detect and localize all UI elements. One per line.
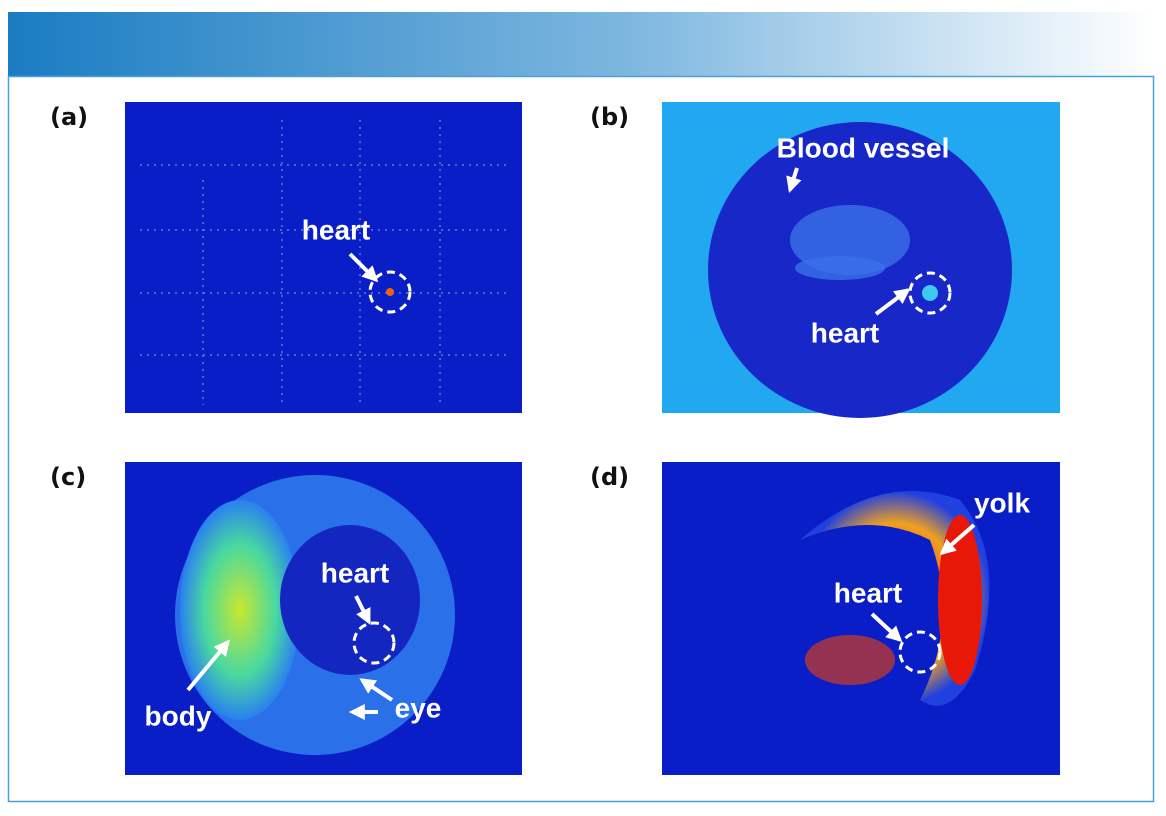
frame (7, 75, 1155, 803)
panel-label: (d) (590, 463, 629, 491)
panel-label: (c) (50, 463, 86, 491)
annotation: heart (811, 317, 879, 348)
heart-circle (908, 271, 952, 315)
heart-circle (352, 621, 396, 665)
heart-circle (898, 630, 942, 674)
vessels (795, 256, 885, 280)
annotation: body (145, 700, 212, 731)
annotation: Blood vessel (777, 132, 950, 163)
heart-circle (368, 270, 412, 314)
annotation: heart (321, 557, 389, 588)
spots (805, 635, 895, 685)
arrow (870, 612, 903, 643)
yolk-core (938, 515, 982, 685)
arrow (354, 595, 371, 625)
arrow (786, 167, 802, 194)
panel-a: (a) heart (50, 102, 522, 413)
center (280, 525, 420, 675)
panel-c: (c) heart body eye (50, 462, 522, 775)
panel-label: (a) (50, 103, 88, 131)
arrow (359, 678, 394, 702)
panel-d: (d) yolk heart (590, 462, 1060, 775)
grid-pattern (140, 120, 510, 405)
heart-spot (922, 285, 938, 301)
panel-b: (b) Blood vessel heart (590, 102, 1060, 418)
annotation: heart (834, 577, 902, 608)
image (125, 102, 522, 413)
annotation: heart (302, 214, 370, 245)
annotation: yolk (974, 487, 1030, 518)
panel-label: (b) (590, 103, 629, 131)
annotation: eye (395, 692, 442, 723)
arrow (939, 523, 976, 556)
arrow (874, 288, 911, 316)
arrow (348, 252, 379, 283)
arrow (186, 639, 231, 692)
heart-spot (386, 288, 394, 296)
header-bar (8, 12, 1154, 76)
